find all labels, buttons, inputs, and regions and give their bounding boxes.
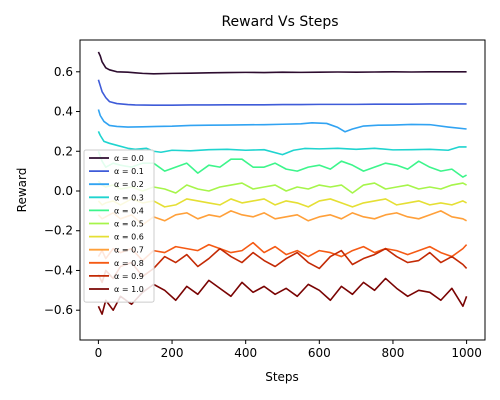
legend: α = 0.0 α = 0.1 α = 0.2 α = 0.3 α = 0.4 α = 0…	[83, 149, 155, 303]
x-tick-label: 600	[308, 346, 331, 360]
x-tick-label: 1000	[451, 346, 482, 360]
y-tick-label: 0.6	[54, 65, 73, 79]
legend-label: α = 0.2	[114, 180, 144, 189]
plot-frame	[79, 39, 486, 341]
legend-label: α = 0.4	[114, 206, 144, 215]
y-axis: −0.6 −0.4 −0.2 0.0 0.2 0.4 0.6	[44, 65, 80, 317]
y-tick-label: 0.0	[54, 184, 73, 198]
y-axis-label: Reward	[15, 168, 29, 213]
legend-label: α = 0.1	[114, 167, 144, 176]
legend-box	[83, 149, 155, 303]
legend-label: α = 0.8	[114, 259, 144, 268]
x-tick-label: 800	[382, 346, 405, 360]
chart-title: Reward Vs Steps	[221, 14, 338, 30]
legend-label: α = 0.0	[114, 154, 144, 163]
x-axis: 0 200 400 600 800 1000	[95, 340, 482, 360]
x-tick-label: 200	[161, 346, 184, 360]
legend-label: α = 0.5	[114, 220, 144, 229]
series-line-3	[97, 131, 467, 156]
y-tick-label: 0.4	[54, 105, 73, 119]
legend-label: α = 0.9	[114, 272, 144, 281]
legend-label: α = 1.0	[114, 285, 144, 294]
y-tick-label: 0.2	[54, 144, 73, 158]
legend-label: α = 0.7	[114, 246, 144, 255]
y-tick-label: −0.4	[44, 263, 73, 277]
x-tick-label: 400	[234, 346, 257, 360]
series-line-1	[97, 79, 467, 106]
series-line-0	[97, 51, 467, 75]
series-line-2	[97, 109, 467, 133]
y-tick-label: −0.2	[44, 224, 73, 238]
x-axis-label: Steps	[265, 370, 299, 384]
x-tick-label: 0	[95, 346, 103, 360]
legend-label: α = 0.6	[114, 233, 144, 242]
legend-label: α = 0.3	[114, 193, 144, 202]
y-tick-label: −0.6	[44, 303, 73, 317]
